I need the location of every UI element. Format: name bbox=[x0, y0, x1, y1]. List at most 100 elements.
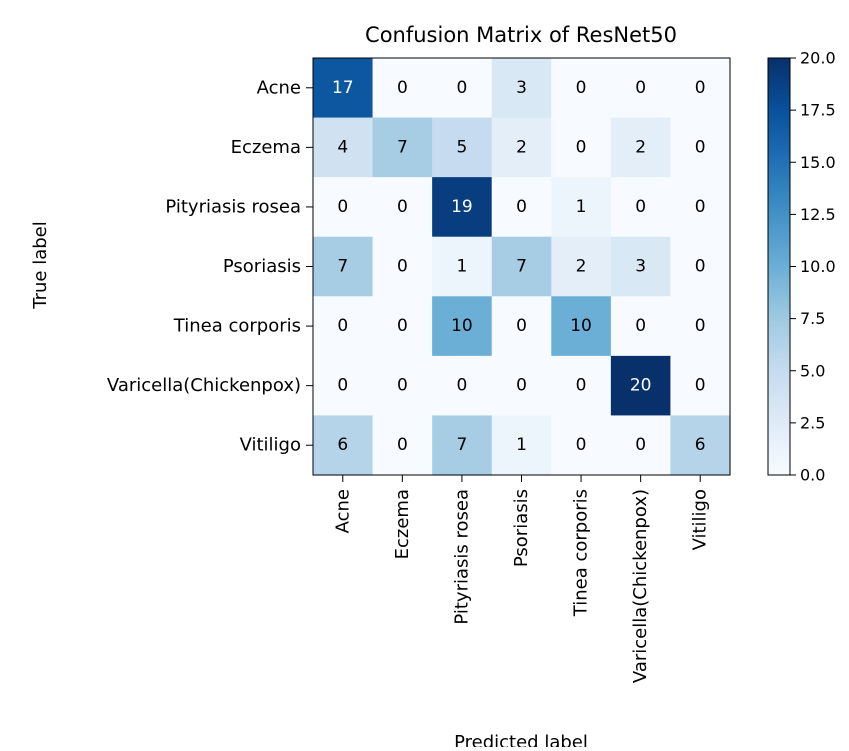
heatmap-cell bbox=[670, 58, 731, 119]
y-tick-label: Eczema bbox=[231, 137, 301, 158]
cell-value-label: 3 bbox=[635, 257, 646, 277]
heatmap-value-labels: 17 0 0 3 0 0 04 7 5 2 0 2 00 0 19 0 1 0 07 0 1 7 2 3 00 0 10 0 10 0 00… bbox=[332, 78, 706, 455]
heatmap-cell bbox=[551, 296, 612, 357]
heatmap-cell bbox=[610, 177, 672, 238]
cell-value-label: 0 bbox=[635, 316, 646, 336]
cell-value-label: 0 bbox=[397, 376, 408, 396]
heatmap-cell bbox=[432, 296, 493, 357]
heatmap-cell bbox=[670, 177, 731, 238]
heatmap-cell bbox=[610, 355, 672, 417]
cell-value-label: 0 bbox=[576, 78, 587, 98]
x-tick-labels: Acne Eczema Pityriasis rosea Psoriasis Tinea… bbox=[332, 475, 711, 683]
heatmap-cell bbox=[610, 117, 672, 178]
cell-value-label: 0 bbox=[457, 376, 468, 396]
cell-value-label: 6 bbox=[695, 435, 706, 455]
cell-value-label: 0 bbox=[695, 316, 706, 336]
heatmap-cell bbox=[491, 177, 552, 238]
cell-value-label: 17 bbox=[332, 78, 354, 98]
cell-value-label: 0 bbox=[397, 257, 408, 277]
cell-value-label: 0 bbox=[397, 435, 408, 455]
y-tick-label: Vitiligo bbox=[240, 435, 301, 456]
x-tick-label: Pityriasis rosea bbox=[451, 489, 472, 625]
colorbar-ticks: 0.0 2.5 5.0 7.5 10.0 12.5 15.0 17.5 20.0 bbox=[790, 49, 836, 485]
heatmap-cell bbox=[313, 236, 374, 297]
heatmap-cell bbox=[432, 177, 493, 238]
heatmap-cell bbox=[432, 415, 493, 476]
heatmap-cell bbox=[432, 236, 493, 297]
x-tick-label: Eczema bbox=[392, 489, 413, 559]
heatmap-cell bbox=[372, 58, 433, 119]
cell-value-label: 20 bbox=[630, 376, 652, 396]
cell-value-label: 7 bbox=[516, 257, 527, 277]
heatmap-cell bbox=[432, 58, 493, 119]
heatmap-cell bbox=[491, 355, 552, 417]
cell-value-label: 0 bbox=[695, 257, 706, 277]
colorbar-tick-label: 7.5 bbox=[800, 309, 825, 328]
y-tick-label: Acne bbox=[257, 77, 301, 98]
heatmap-cell bbox=[313, 296, 374, 357]
heatmap-cell bbox=[372, 177, 433, 238]
heatmap-cell bbox=[551, 58, 612, 119]
cell-value-label: 1 bbox=[457, 257, 468, 277]
heatmap-cell bbox=[670, 415, 731, 476]
heatmap-cell bbox=[610, 58, 672, 119]
heatmap-cell bbox=[491, 58, 552, 119]
heatmap-cell bbox=[551, 355, 612, 417]
cell-value-label: 0 bbox=[576, 376, 587, 396]
x-tick-label: Tinea corporis bbox=[571, 489, 592, 617]
cell-value-label: 0 bbox=[516, 197, 527, 217]
cell-value-label: 0 bbox=[337, 316, 348, 336]
x-tick-label: Psoriasis bbox=[511, 489, 532, 567]
cell-value-label: 0 bbox=[635, 435, 646, 455]
heatmap-cell bbox=[313, 415, 374, 476]
cell-value-label: 4 bbox=[337, 137, 348, 157]
x-tick-label: Acne bbox=[332, 489, 353, 533]
cell-value-label: 5 bbox=[457, 137, 468, 157]
cell-value-label: 1 bbox=[576, 197, 587, 217]
y-tick-label: Pityriasis rosea bbox=[165, 196, 301, 217]
chart-title: Confusion Matrix of ResNet50 bbox=[365, 23, 677, 47]
heatmap-cell bbox=[670, 296, 731, 357]
heatmap-cell bbox=[610, 236, 672, 297]
heatmap-cell bbox=[432, 355, 493, 417]
cell-value-label: 0 bbox=[397, 78, 408, 98]
heatmap-cell bbox=[551, 177, 612, 238]
heatmap-cell bbox=[491, 117, 552, 178]
cell-value-label: 7 bbox=[457, 435, 468, 455]
heatmap-cell bbox=[372, 355, 433, 417]
cell-value-label: 0 bbox=[337, 376, 348, 396]
heatmap-cell bbox=[670, 117, 731, 178]
x-tick-label: Vitiligo bbox=[690, 489, 711, 550]
heatmap-cell bbox=[372, 415, 433, 476]
colorbar-tick-label: 5.0 bbox=[800, 361, 825, 380]
heatmap-cell bbox=[491, 415, 552, 476]
cell-value-label: 0 bbox=[457, 78, 468, 98]
x-axis-label: Predicted label bbox=[454, 732, 588, 747]
heatmap-cell bbox=[313, 177, 374, 238]
heatmap-cell bbox=[670, 355, 731, 417]
colorbar bbox=[767, 57, 791, 476]
cell-value-label: 2 bbox=[516, 137, 527, 157]
heatmap-cell bbox=[372, 117, 433, 178]
colorbar-tick-label: 20.0 bbox=[800, 49, 836, 68]
cell-value-label: 2 bbox=[576, 257, 587, 277]
colorbar-tick-label: 17.5 bbox=[800, 101, 836, 120]
cell-value-label: 3 bbox=[516, 78, 527, 98]
cell-value-label: 0 bbox=[695, 78, 706, 98]
cell-value-label: 10 bbox=[570, 316, 592, 336]
cell-value-label: 2 bbox=[635, 137, 646, 157]
cell-value-label: 0 bbox=[635, 78, 646, 98]
y-tick-label: Varicella(Chickenpox) bbox=[107, 375, 301, 396]
heatmap-cell bbox=[551, 415, 612, 476]
cell-value-label: 7 bbox=[337, 257, 348, 277]
cell-value-label: 0 bbox=[397, 316, 408, 336]
cell-value-label: 0 bbox=[576, 435, 587, 455]
cell-value-label: 10 bbox=[451, 316, 473, 336]
heatmap-cells bbox=[313, 58, 731, 476]
cell-value-label: 7 bbox=[397, 137, 408, 157]
heatmap-cell bbox=[551, 236, 612, 297]
y-tick-label: Tinea corporis bbox=[173, 316, 301, 337]
heatmap-cell bbox=[432, 117, 493, 178]
cell-value-label: 0 bbox=[397, 197, 408, 217]
